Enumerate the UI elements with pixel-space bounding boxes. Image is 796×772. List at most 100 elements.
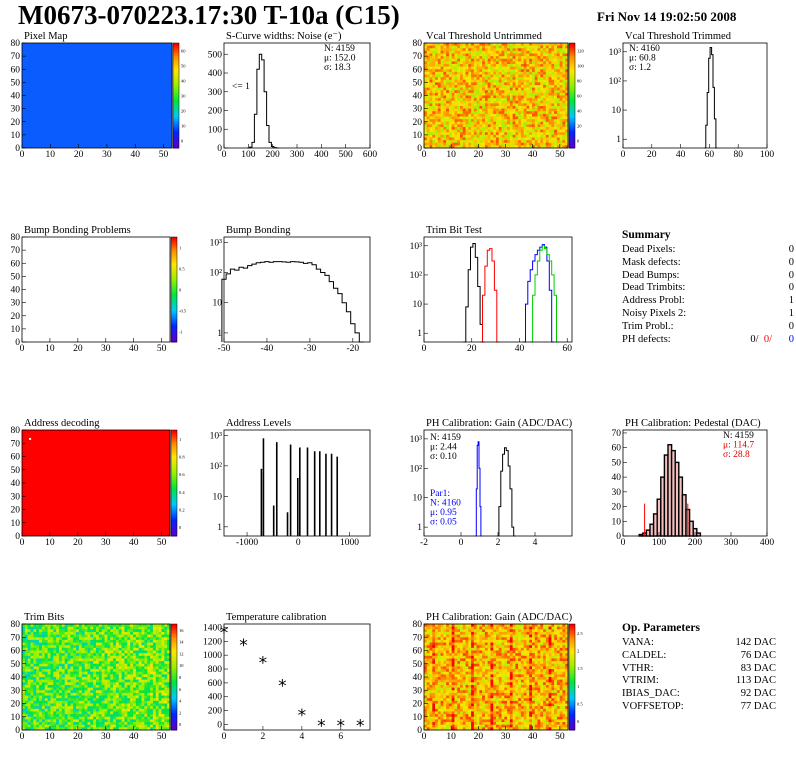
x-tick-label: 50 bbox=[157, 538, 167, 548]
heatmap-cell bbox=[24, 690, 29, 694]
heatmap-cell bbox=[532, 82, 536, 86]
heatmap-cell bbox=[504, 100, 508, 104]
heatmap-cell bbox=[429, 690, 433, 694]
heatmap-cell bbox=[523, 145, 527, 149]
heatmap-cell bbox=[426, 58, 430, 62]
heatmap-cell bbox=[460, 87, 464, 91]
heatmap-cell bbox=[64, 700, 68, 704]
palette-cell bbox=[173, 106, 179, 109]
heatmap-cell bbox=[424, 61, 428, 65]
heatmap-cell bbox=[543, 145, 547, 149]
heatmap-cell bbox=[429, 74, 433, 78]
heatmap-cell bbox=[53, 626, 57, 630]
heatmap-cell bbox=[537, 116, 541, 120]
heatmap-cell bbox=[471, 113, 475, 117]
heatmap-cell bbox=[121, 679, 125, 683]
heatmap-cell bbox=[64, 708, 68, 712]
heatmap-cell bbox=[33, 714, 37, 718]
x-tick-label: 60 bbox=[705, 150, 715, 160]
heatmap-cell bbox=[501, 137, 505, 141]
palette-tick-label: 40 bbox=[181, 79, 186, 84]
heatmap-cell bbox=[504, 119, 508, 123]
heatmap-cell bbox=[73, 714, 77, 718]
heatmap-cell bbox=[501, 95, 505, 99]
heatmap-cell bbox=[44, 698, 49, 702]
stat-line: σ: 1.2 bbox=[629, 63, 651, 73]
heatmap-cell bbox=[53, 722, 57, 726]
heatmap-cell bbox=[426, 719, 430, 723]
heatmap-cell bbox=[454, 95, 458, 99]
heatmap-cell bbox=[454, 66, 458, 70]
heatmap-cell bbox=[107, 658, 111, 662]
heatmap-cell bbox=[41, 661, 46, 665]
heatmap-cell bbox=[460, 129, 464, 133]
heatmap-cell bbox=[465, 43, 469, 47]
heatmap-cell bbox=[141, 727, 145, 731]
heatmap-cell bbox=[432, 642, 436, 646]
heatmap-cell bbox=[526, 98, 530, 102]
palette-cell bbox=[171, 483, 177, 486]
heatmap-cell bbox=[138, 669, 142, 673]
heatmap-cell bbox=[101, 669, 105, 673]
heatmap-cell bbox=[53, 639, 57, 643]
heatmap-cell bbox=[490, 137, 494, 141]
heatmap-cell bbox=[562, 119, 566, 123]
heatmap-cell bbox=[432, 50, 436, 54]
heatmap-cell bbox=[529, 90, 533, 94]
heatmap-cell bbox=[61, 687, 66, 691]
heatmap-cell bbox=[543, 56, 547, 60]
heatmap-cell bbox=[457, 132, 461, 136]
heatmap-cell bbox=[556, 87, 561, 91]
palette-cell bbox=[173, 124, 179, 128]
heatmap-cell bbox=[135, 687, 140, 691]
palette-cell bbox=[171, 713, 177, 716]
heatmap-cell bbox=[22, 645, 26, 649]
heatmap-cell bbox=[155, 634, 160, 638]
heatmap-cell bbox=[104, 698, 108, 702]
scatter-point: * bbox=[356, 716, 365, 736]
heatmap-cell bbox=[76, 684, 80, 688]
palette-cell bbox=[569, 64, 575, 67]
heatmap-cell bbox=[515, 132, 519, 136]
heatmap-cell bbox=[473, 71, 478, 75]
heatmap-cell bbox=[90, 655, 94, 659]
heatmap-cell bbox=[565, 132, 569, 136]
y-tick-label: 50 bbox=[11, 78, 21, 88]
heatmap-cell bbox=[545, 132, 550, 136]
heatmap-cell bbox=[33, 706, 37, 710]
heatmap-cell bbox=[551, 127, 555, 131]
heatmap-cell bbox=[121, 631, 125, 635]
heatmap-cell bbox=[562, 129, 566, 133]
heatmap-cell bbox=[518, 77, 522, 81]
heatmap-cell bbox=[41, 724, 46, 728]
heatmap-cell bbox=[529, 142, 533, 146]
heatmap-cell bbox=[471, 79, 475, 83]
palette-tick-label: 16 bbox=[179, 628, 184, 633]
heatmap-cell bbox=[135, 663, 140, 667]
heatmap-cell bbox=[67, 692, 71, 696]
heatmap-cell bbox=[471, 53, 475, 57]
heatmap-cell bbox=[484, 92, 489, 96]
heatmap-cell bbox=[512, 98, 516, 102]
heatmap-cell bbox=[113, 658, 117, 662]
heatmap-cell bbox=[429, 716, 433, 720]
heatmap-cell bbox=[504, 50, 508, 54]
heatmap-cell bbox=[164, 727, 168, 731]
palette-cell bbox=[171, 495, 177, 499]
heatmap-cell bbox=[59, 706, 63, 710]
heatmap-cell bbox=[471, 142, 475, 146]
heatmap-cell bbox=[90, 708, 94, 712]
heatmap-cell bbox=[113, 629, 117, 633]
heatmap-cell bbox=[429, 639, 433, 643]
heatmap-cell bbox=[104, 634, 108, 638]
heatmap-cell bbox=[493, 43, 497, 47]
y-tick-label: 0 bbox=[15, 532, 20, 542]
heatmap-cell bbox=[515, 111, 519, 115]
heatmap-cell bbox=[509, 124, 514, 128]
heatmap-cell bbox=[454, 103, 458, 107]
heatmap-cell bbox=[512, 66, 516, 70]
heatmap-cell bbox=[551, 53, 555, 57]
palette-cell bbox=[171, 308, 177, 311]
heatmap-cell bbox=[468, 111, 472, 115]
